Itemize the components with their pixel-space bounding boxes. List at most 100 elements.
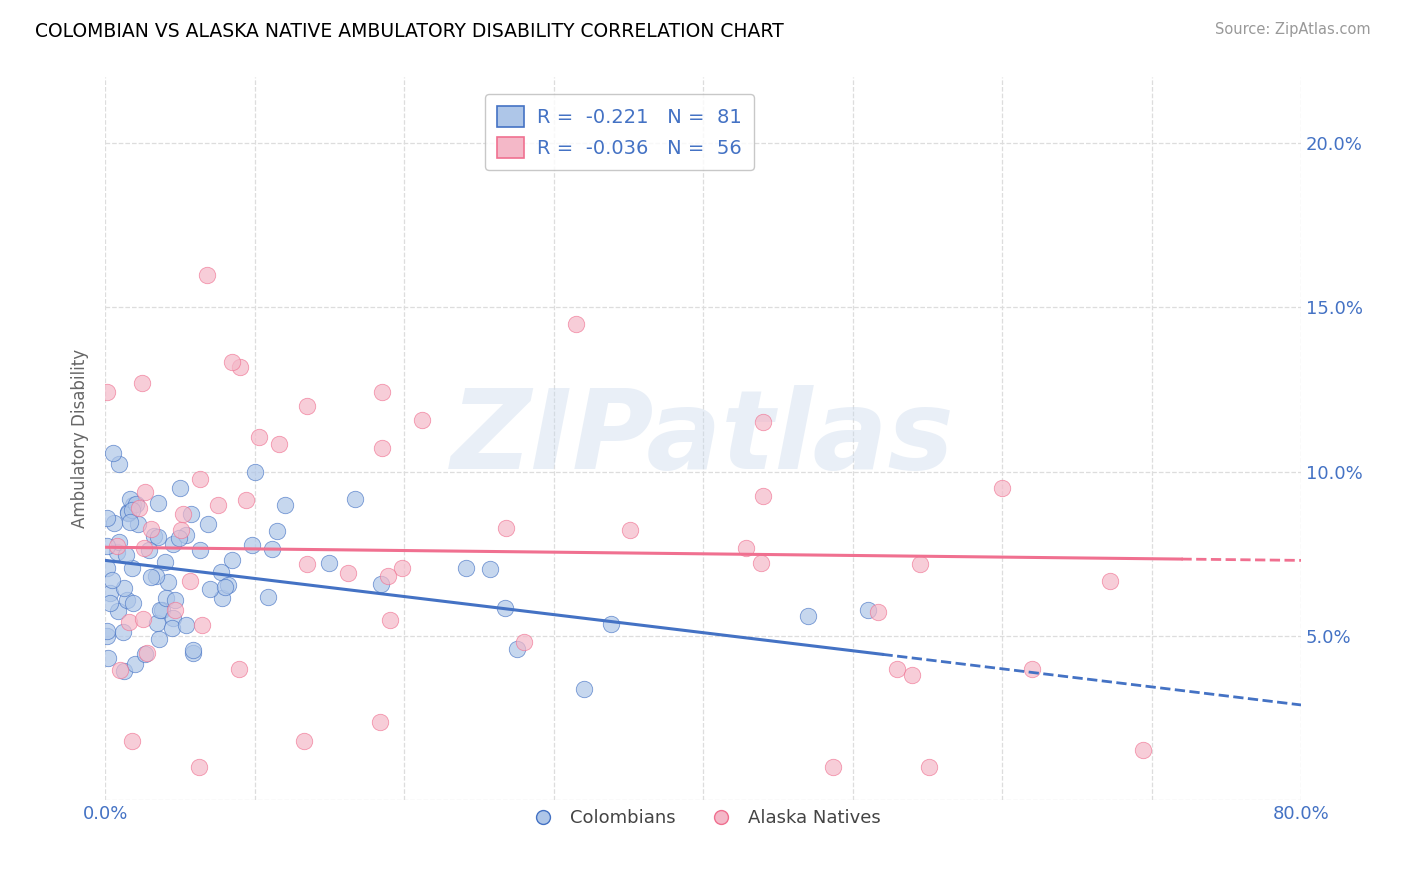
Point (266, 524, 288, 538)
Point (127, 517, 149, 532)
Point (273, 498, 295, 512)
Point (135, 646, 157, 660)
Point (600, 617, 623, 632)
Point (181, 646, 204, 660)
Point (368, 714, 391, 729)
Point (797, 609, 820, 624)
Point (100, 573, 122, 587)
Point (118, 615, 141, 629)
Point (456, 561, 478, 575)
Point (96, 624, 118, 639)
Point (188, 472, 211, 486)
Point (749, 556, 772, 570)
Point (103, 516, 125, 530)
Point (157, 574, 180, 589)
Point (494, 600, 516, 615)
Point (134, 484, 156, 499)
Point (121, 503, 143, 517)
Point (735, 541, 758, 555)
Point (117, 506, 139, 520)
Point (152, 603, 174, 617)
Point (121, 596, 143, 610)
Point (155, 591, 177, 605)
Point (134, 647, 156, 661)
Point (217, 578, 239, 592)
Point (240, 538, 263, 552)
Point (378, 613, 401, 627)
Point (187, 760, 209, 774)
Point (478, 562, 501, 576)
Point (96, 651, 118, 665)
Point (505, 642, 527, 657)
Point (115, 548, 138, 562)
Point (200, 582, 222, 596)
Point (295, 399, 318, 413)
Point (179, 574, 201, 588)
Point (105, 544, 128, 558)
Point (377, 568, 399, 582)
Point (96, 511, 118, 525)
Point (131, 612, 153, 626)
Point (148, 632, 170, 646)
Text: ZIPatlas: ZIPatlas (451, 385, 955, 492)
Point (108, 534, 131, 549)
Point (262, 542, 284, 557)
Point (146, 496, 169, 510)
Point (1098, 574, 1121, 588)
Point (391, 560, 413, 574)
Point (101, 446, 124, 460)
Text: COLOMBIAN VS ALASKA NATIVE AMBULATORY DISABILITY CORRELATION CHART: COLOMBIAN VS ALASKA NATIVE AMBULATORY DI… (35, 22, 785, 41)
Point (107, 604, 129, 618)
Point (991, 481, 1014, 495)
Point (117, 505, 139, 519)
Point (121, 561, 143, 575)
Point (122, 498, 145, 512)
Point (211, 591, 233, 605)
Point (371, 442, 394, 456)
Point (163, 603, 186, 617)
Point (619, 523, 641, 537)
Point (181, 642, 204, 657)
Point (146, 615, 169, 630)
Point (1132, 743, 1154, 757)
Point (209, 566, 232, 580)
Point (98, 586, 121, 600)
Point (229, 359, 252, 374)
Point (163, 593, 186, 607)
Point (247, 430, 270, 444)
Point (139, 570, 162, 584)
Point (856, 602, 879, 616)
Point (162, 611, 184, 625)
Point (572, 681, 595, 696)
Point (107, 539, 129, 553)
Point (169, 481, 191, 495)
Point (145, 568, 167, 582)
Point (180, 507, 202, 521)
Point (495, 520, 517, 534)
Point (96, 560, 118, 574)
Point (172, 508, 194, 522)
Legend: Colombians, Alaska Natives: Colombians, Alaska Natives (517, 802, 889, 835)
Point (162, 536, 184, 550)
Point (96, 384, 118, 399)
Point (901, 668, 924, 682)
Point (121, 734, 143, 748)
Point (108, 458, 131, 472)
Point (139, 521, 162, 535)
Point (868, 605, 890, 619)
Point (918, 760, 941, 774)
Point (337, 566, 360, 580)
Point (118, 492, 141, 507)
Point (752, 416, 775, 430)
Point (257, 590, 280, 604)
Point (886, 662, 908, 676)
Point (411, 412, 433, 426)
Point (111, 625, 134, 640)
Point (160, 621, 183, 635)
Point (142, 528, 165, 542)
Point (174, 618, 197, 632)
Point (197, 516, 219, 531)
Text: Source: ZipAtlas.com: Source: ZipAtlas.com (1215, 22, 1371, 37)
Point (292, 734, 315, 748)
Point (118, 515, 141, 529)
